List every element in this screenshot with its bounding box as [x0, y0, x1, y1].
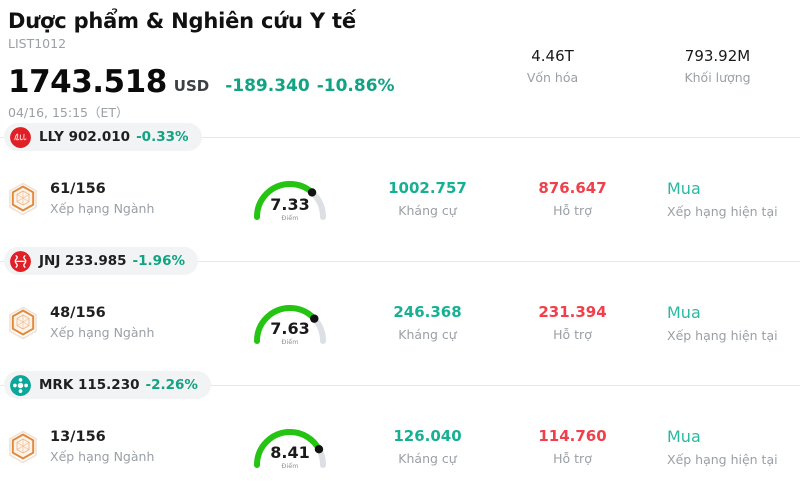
score-value: 8.41: [270, 443, 310, 462]
rating-label: Xếp hạng hiện tại: [667, 327, 778, 343]
resistance-label: Kháng cự: [398, 327, 457, 342]
support-value: 876.647: [538, 179, 607, 197]
quote-timestamp: 04/16, 15:15（ET）: [8, 105, 129, 120]
ticker-symbol-price: JNJ 233.985: [39, 253, 127, 269]
support-label: Hỗ trợ: [553, 451, 592, 466]
header-stats: 4.46T Vốn hóa 793.92M Khối lượng: [470, 46, 800, 87]
ticker-data-row[interactable]: 61/156 Xếp hạng Ngành 7.33 Điểm 1002.757 Khán…: [0, 152, 800, 246]
score-gauge-icon: [254, 429, 326, 468]
industry-rank-badge-icon: [9, 430, 37, 464]
index-change: -189.340 -10.86%: [225, 76, 394, 99]
support-label: Hỗ trợ: [553, 327, 592, 342]
industry-rank-badge-icon: [9, 182, 37, 216]
stat-market-cap-label: Vốn hóa: [526, 70, 579, 85]
support-cell: 876.647 Hỗ trợ: [500, 178, 645, 220]
merck-logo-icon: [10, 374, 31, 396]
rating-cell[interactable]: Mua Xếp hạng hiện tại: [645, 426, 800, 469]
score-gauge-cell: 7.33 Điểm: [225, 173, 355, 225]
resistance-cell: 1002.757 Kháng cự: [355, 178, 500, 220]
support-value: 231.394: [538, 303, 607, 321]
stat-volume-label: Khối lượng: [684, 70, 751, 85]
industry-rank-cell: 13/156 Xếp hạng Ngành: [0, 428, 225, 466]
resistance-value: 246.368: [393, 303, 462, 321]
industry-rank-value: 48/156: [50, 305, 106, 321]
support-cell: 231.394 Hỗ trợ: [500, 302, 645, 344]
row-divider: [0, 261, 800, 262]
currency-label: USD: [173, 77, 210, 95]
industry-rank-cell: 61/156 Xếp hạng Ngành: [0, 180, 225, 218]
stat-market-cap-value: 4.46T: [531, 47, 574, 65]
score-gauge-cell: 7.63 Điểm: [225, 297, 355, 349]
ticker-symbol-price: LLY 902.010: [39, 129, 131, 145]
ticker-group: MRK 115.230 -2.26% 13/156 Xếp hạng Ngành 8.4…: [0, 370, 800, 488]
lilly-logo-icon: [10, 126, 31, 148]
ticker-data-row[interactable]: 13/156 Xếp hạng Ngành 8.41 Điểm 126.040 Kháng…: [0, 400, 800, 488]
ticker-group: JNJ 233.985 -1.96% 48/156 Xếp hạng Ngành 7.6…: [0, 246, 800, 370]
resistance-label: Kháng cự: [398, 203, 457, 218]
industry-rank-label: Xếp hạng Ngành: [50, 449, 155, 464]
rating-value: Mua: [667, 426, 701, 446]
rating-value: Mua: [667, 178, 701, 198]
resistance-cell: 246.368 Kháng cự: [355, 302, 500, 344]
resistance-cell: 126.040 Kháng cự: [355, 426, 500, 468]
page-title: Dược phẩm & Nghiên cứu Y tế: [8, 9, 356, 33]
score-gauge-icon: [254, 181, 326, 220]
stat-volume-value: 793.92M: [684, 47, 751, 65]
resistance-value: 126.040: [393, 427, 462, 445]
score-gauge-icon: [254, 305, 326, 344]
quote-summary: 1743.518 USD -189.340 -10.86%: [8, 65, 800, 99]
industry-rank-value: 61/156: [50, 181, 106, 197]
ticker-change-percent: -0.33%: [136, 129, 189, 145]
ticker-group: LLY 902.010 -0.33% 61/156 Xếp hạng Ngành 7.3…: [0, 122, 800, 246]
ticker-data-row[interactable]: 48/156 Xếp hạng Ngành 7.63 Điểm 246.368 Kháng…: [0, 276, 800, 370]
score-value: 7.33: [270, 195, 310, 214]
support-cell: 114.760 Hỗ trợ: [500, 426, 645, 468]
ticker-chip-row: JNJ 233.985 -1.96%: [0, 246, 800, 276]
list-code: LIST1012: [8, 36, 67, 51]
ticker-symbol-price: MRK 115.230: [39, 377, 140, 393]
industry-rank-value: 13/156: [50, 429, 106, 445]
industry-rank-cell: 48/156 Xếp hạng Ngành: [0, 304, 225, 342]
ticker-change-percent: -1.96%: [132, 253, 185, 269]
ticker-chip-row: MRK 115.230 -2.26%: [0, 370, 800, 400]
stat-volume: 793.92M Khối lượng: [635, 46, 800, 87]
page-header: Dược phẩm & Nghiên cứu Y tế LIST1012 174…: [0, 0, 800, 122]
support-value: 114.760: [538, 427, 607, 445]
rating-label: Xếp hạng hiện tại: [667, 451, 778, 467]
row-divider: [0, 385, 800, 386]
score-gauge-cell: 8.41 Điểm: [225, 421, 355, 473]
resistance-value: 1002.757: [388, 179, 467, 197]
score-unit-label: Điểm: [281, 214, 299, 222]
industry-rank-label: Xếp hạng Ngành: [50, 201, 155, 216]
ticker-change-percent: -2.26%: [145, 377, 198, 393]
change-absolute: -189.340: [225, 76, 310, 96]
ticker-list: LLY 902.010 -0.33% 61/156 Xếp hạng Ngành 7.3…: [0, 122, 800, 488]
change-percent: -10.86%: [316, 76, 395, 96]
industry-rank-badge-icon: [9, 306, 37, 340]
jnj-logo-icon: [10, 250, 31, 272]
industry-rank-label: Xếp hạng Ngành: [50, 325, 155, 340]
row-divider: [0, 137, 800, 138]
ticker-chip-mrk[interactable]: MRK 115.230 -2.26%: [4, 371, 211, 399]
score-value: 7.63: [270, 319, 310, 338]
ticker-chip-jnj[interactable]: JNJ 233.985 -1.96%: [4, 247, 198, 275]
ticker-chip-lly[interactable]: LLY 902.010 -0.33%: [4, 123, 202, 151]
index-price: 1743.518: [8, 64, 167, 100]
score-unit-label: Điểm: [281, 338, 299, 346]
ticker-chip-row: LLY 902.010 -0.33%: [0, 122, 800, 152]
rating-cell[interactable]: Mua Xếp hạng hiện tại: [645, 178, 800, 221]
support-label: Hỗ trợ: [553, 203, 592, 218]
rating-label: Xếp hạng hiện tại: [667, 203, 778, 219]
score-unit-label: Điểm: [281, 462, 299, 470]
rating-cell[interactable]: Mua Xếp hạng hiện tại: [645, 302, 800, 345]
rating-value: Mua: [667, 302, 701, 322]
resistance-label: Kháng cự: [398, 451, 457, 466]
stat-market-cap: 4.46T Vốn hóa: [470, 46, 635, 87]
